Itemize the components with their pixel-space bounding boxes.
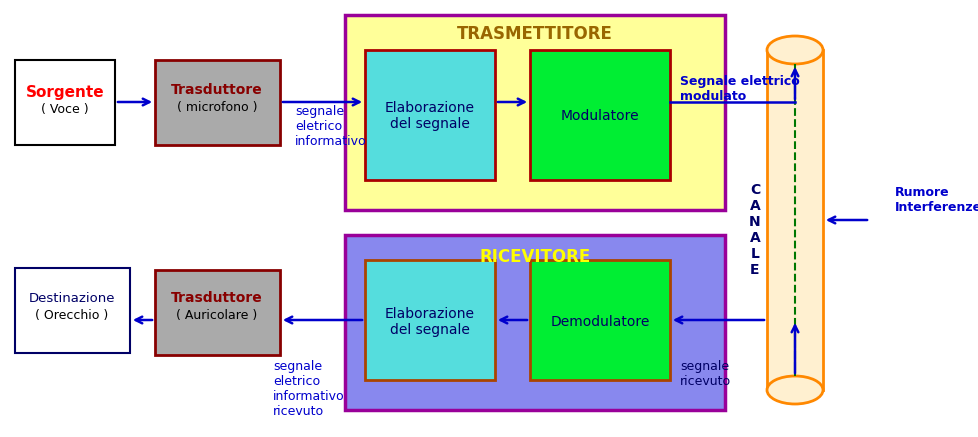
Bar: [529, 260, 669, 380]
Bar: [15, 60, 114, 145]
Bar: [344, 15, 725, 210]
Text: segnale
eletrico
informativo
ricevuto: segnale eletrico informativo ricevuto: [273, 360, 344, 418]
Text: Trasduttore: Trasduttore: [171, 83, 263, 97]
Bar: [365, 260, 495, 380]
Text: ( Auricolare ): ( Auricolare ): [176, 309, 257, 323]
Text: Destinazione: Destinazione: [28, 291, 115, 305]
Bar: [15, 268, 130, 353]
Bar: [155, 270, 280, 355]
Text: segnale
eletrico
informativo: segnale eletrico informativo: [294, 105, 366, 148]
Bar: [344, 235, 725, 410]
Bar: [766, 50, 822, 390]
Ellipse shape: [766, 376, 822, 404]
Text: RICEVITORE: RICEVITORE: [479, 248, 590, 266]
Text: C
A
N
A
L
E: C A N A L E: [748, 183, 760, 277]
Text: Elaborazione
del segnale: Elaborazione del segnale: [384, 101, 474, 131]
Text: Segnale elettrico
modulato: Segnale elettrico modulato: [680, 75, 799, 103]
Text: ( Orecchio ): ( Orecchio ): [35, 309, 109, 323]
Text: Rumore
Interferenze: Rumore Interferenze: [894, 186, 978, 214]
Text: segnale
ricevuto: segnale ricevuto: [680, 360, 731, 388]
Text: ( microfono ): ( microfono ): [177, 101, 257, 114]
Bar: [365, 50, 495, 180]
Bar: [155, 60, 280, 145]
Bar: [529, 50, 669, 180]
Text: ( Voce ): ( Voce ): [41, 104, 89, 117]
Text: Demodulatore: Demodulatore: [550, 315, 649, 329]
Text: Modulatore: Modulatore: [560, 109, 639, 123]
Ellipse shape: [766, 36, 822, 64]
Text: Elaborazione
del segnale: Elaborazione del segnale: [384, 307, 474, 337]
Text: Trasduttore: Trasduttore: [171, 291, 263, 305]
Text: TRASMETTITORE: TRASMETTITORE: [457, 25, 612, 43]
Text: Sorgente: Sorgente: [25, 86, 105, 101]
